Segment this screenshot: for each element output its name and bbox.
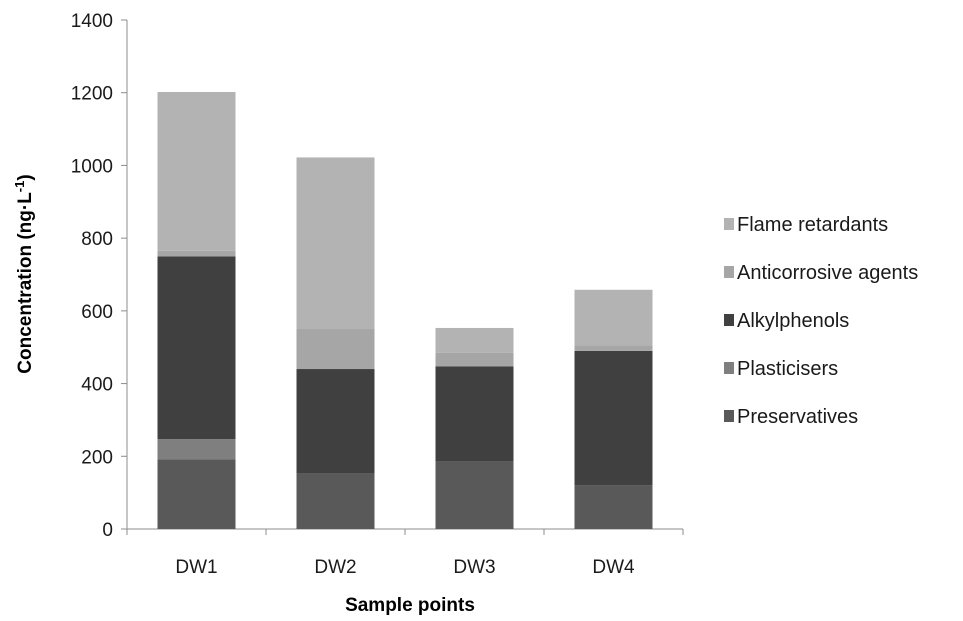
x-tick-label: DW1	[175, 557, 217, 578]
legend-label: Plasticisers	[737, 358, 838, 380]
bar-segment	[435, 352, 514, 367]
y-tick-label: 800	[81, 229, 113, 250]
bar-segment	[574, 289, 653, 346]
x-tick-label: DW3	[453, 557, 495, 578]
y-axis-title-end: )	[15, 174, 36, 180]
bar-segment	[435, 461, 514, 529]
bar-segment	[157, 459, 236, 529]
legend: Flame retardants Anticorrosive agents Alky…	[724, 214, 918, 428]
bar-segment	[296, 157, 375, 329]
legend-swatch	[724, 218, 734, 230]
x-tick-label: DW4	[592, 557, 635, 578]
legend-label: Flame retardants	[737, 214, 888, 236]
bars	[157, 91, 653, 529]
legend-label: Alkylphenols	[737, 310, 849, 332]
y-tick-label: 200	[81, 447, 113, 468]
legend-label: Anticorrosive agents	[737, 262, 918, 284]
x-axis-title: Sample points	[345, 595, 475, 616]
y-axis: 0 200 400 600 800 1000 1200 1400	[71, 11, 128, 541]
x-axis: DW1 DW2 DW3 DW4	[126, 528, 684, 578]
bar-segment	[574, 350, 653, 486]
bar-segment	[157, 439, 236, 460]
y-axis-title-main: Concentration (ng·L	[15, 192, 36, 374]
bar-segment	[296, 328, 375, 370]
y-axis-title-sup: -1	[12, 181, 27, 193]
legend-swatch	[724, 314, 734, 326]
y-tick-label: 1000	[71, 156, 113, 177]
bar-segment	[296, 473, 375, 529]
bar-segment	[157, 256, 236, 440]
bar-segment	[157, 250, 236, 257]
bar-segment	[157, 91, 236, 251]
y-tick-label: 400	[81, 375, 113, 396]
bar-segment	[296, 369, 375, 474]
bar-segment	[435, 366, 514, 462]
y-tick-label: 600	[81, 302, 113, 323]
legend-swatch	[724, 266, 734, 278]
y-axis-title: Concentration (ng·L-1)	[12, 174, 36, 373]
y-tick-label: 1400	[71, 11, 113, 32]
legend-swatch	[724, 362, 734, 374]
x-tick-label: DW2	[314, 557, 356, 578]
bar-segment	[574, 345, 653, 351]
bar-segment	[574, 485, 653, 529]
y-tick-label: 0	[102, 520, 113, 541]
legend-swatch	[724, 410, 734, 422]
bar-segment	[435, 327, 514, 353]
y-tick-label: 1200	[71, 84, 113, 105]
legend-label: Preservatives	[737, 406, 858, 428]
